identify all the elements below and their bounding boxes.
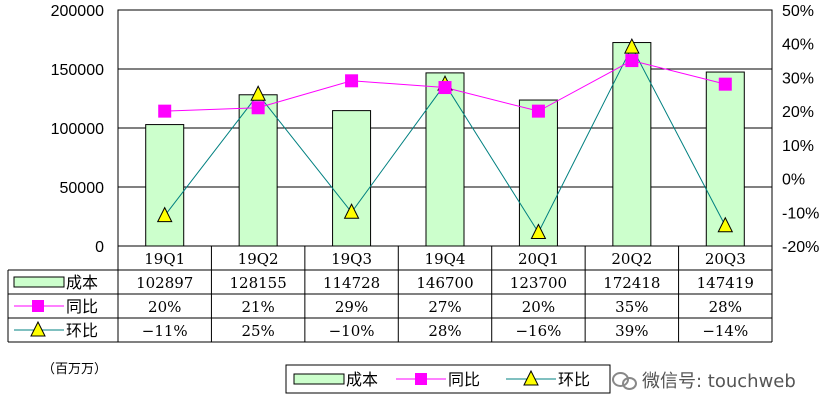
x-tick-label: 20Q2: [611, 250, 652, 268]
data-label: 29%: [335, 298, 368, 316]
bar: [425, 72, 465, 247]
data-label: 28%: [428, 322, 461, 340]
data-label: 21%: [241, 298, 274, 316]
legend-label: 成本: [346, 370, 378, 389]
x-tick-label: 19Q1: [144, 250, 185, 268]
row-key-marker: [32, 300, 44, 312]
row-series-label: 成本: [66, 273, 98, 292]
data-label: 27%: [428, 298, 461, 316]
row-key-bar: [13, 276, 65, 288]
y-left-tick-label: 100000: [51, 121, 104, 138]
watermark: 微信号: touchweb: [612, 367, 796, 393]
y-left-tick-label: 50000: [60, 180, 105, 197]
yoy-point: [345, 74, 359, 88]
x-tick-label: 19Q3: [331, 250, 372, 268]
data-label: 28%: [709, 298, 742, 316]
x-tick-label: 19Q2: [238, 250, 279, 268]
yoy-point: [531, 104, 545, 118]
x-tick-label: 19Q4: [425, 250, 466, 268]
data-label: 25%: [241, 322, 274, 340]
legend-label: 环比: [558, 370, 590, 389]
data-label: 20%: [522, 298, 555, 316]
yoy-point: [158, 104, 172, 118]
y-right-tick-label: 50%: [782, 3, 814, 20]
data-label: 114728: [323, 274, 380, 292]
data-label: −14%: [702, 322, 748, 340]
yoy-point: [625, 54, 639, 68]
data-label: 39%: [615, 322, 648, 340]
qoq-point: [717, 216, 734, 233]
data-label: 123700: [510, 274, 567, 292]
y-left-tick-label: 150000: [51, 62, 104, 79]
bar: [332, 110, 372, 247]
wechat-icon: [612, 371, 637, 390]
yoy-point: [438, 81, 452, 95]
x-tick-label: 20Q1: [518, 250, 559, 268]
qoq-point: [530, 223, 547, 240]
yoy-point: [251, 101, 265, 115]
y-left-tick-label: 200000: [51, 3, 104, 20]
watermark-text: 微信号: touchweb: [642, 371, 796, 392]
qoq-point: [624, 37, 640, 54]
row-series-label: 环比: [66, 321, 98, 340]
data-label: 147419: [697, 274, 754, 292]
bar: [238, 94, 278, 247]
legend-key-bar: [293, 373, 345, 385]
data-label: −11%: [142, 322, 188, 340]
qoq-point: [250, 85, 266, 101]
data-label: 102897: [136, 274, 193, 292]
y-right-tick-label: 0%: [782, 172, 805, 189]
unit-label: （百万万）: [42, 362, 108, 377]
data-label: 35%: [615, 298, 648, 316]
data-label: 20%: [148, 298, 181, 316]
legend-key-marker: [415, 373, 427, 385]
legend-label: 同比: [448, 370, 480, 389]
row-key-marker: [30, 320, 46, 337]
qoq-point: [343, 203, 360, 219]
y-left-tick-label: 0: [95, 239, 104, 256]
legend-key-marker: [523, 369, 539, 386]
y-right-tick-label: 10%: [782, 138, 814, 155]
x-tick-label: 20Q3: [705, 250, 746, 268]
data-label: −16%: [515, 322, 561, 340]
y-right-tick-label: 20%: [782, 104, 814, 121]
y-right-tick-label: 30%: [782, 70, 814, 87]
data-label: 128155: [230, 274, 287, 292]
bar: [145, 124, 185, 247]
row-series-label: 同比: [66, 297, 98, 316]
y-right-tick-label: -20%: [782, 239, 819, 256]
data-label: −10%: [329, 322, 375, 340]
y-right-tick-label: 40%: [782, 37, 814, 54]
data-label: 172418: [603, 274, 660, 292]
y-right-tick-label: -10%: [782, 205, 819, 222]
data-label: 146700: [416, 274, 473, 292]
qoq-point: [156, 206, 173, 223]
yoy-point: [718, 77, 732, 91]
bar: [518, 99, 558, 247]
